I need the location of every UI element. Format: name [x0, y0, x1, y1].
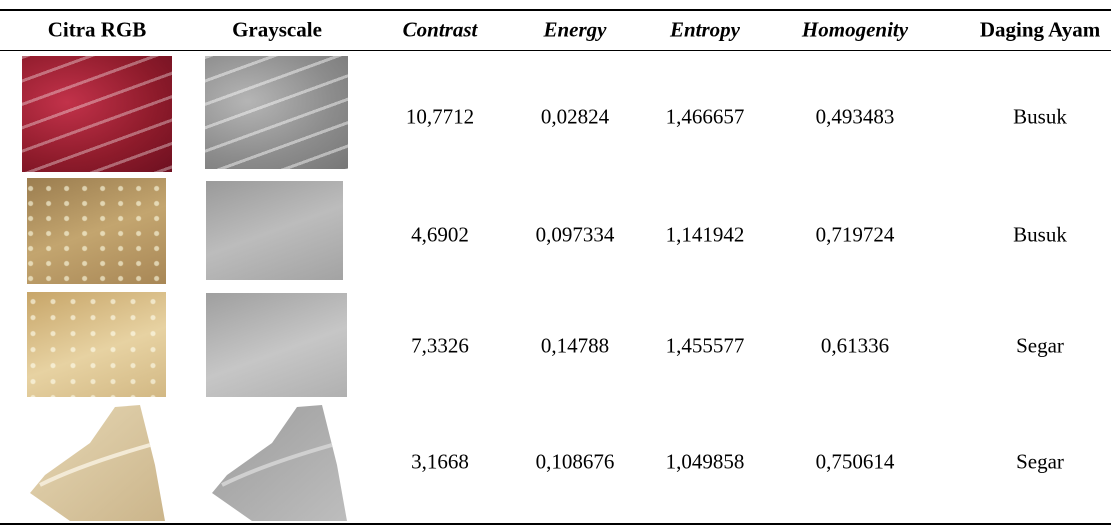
table-cell: 0,14788: [541, 334, 609, 359]
column-header: Citra RGB: [48, 18, 147, 43]
table-cell: 1,141942: [666, 223, 745, 248]
rgb-image: [27, 292, 166, 397]
rgb-image: [27, 178, 166, 284]
table-cell: 4,6902: [411, 223, 469, 248]
bottom-rule: [0, 523, 1111, 525]
table-cell: 3,1668: [411, 450, 469, 475]
top-rule: [0, 9, 1111, 11]
grayscale-image: [205, 56, 348, 169]
column-header: Entropy: [670, 18, 740, 43]
table-cell: 0,719724: [816, 223, 895, 248]
grayscale-image: [212, 405, 352, 523]
table-cell: 1,455577: [666, 334, 745, 359]
table-cell: 0,108676: [536, 450, 615, 475]
column-header: Contrast: [403, 18, 478, 43]
rgb-image: [22, 56, 172, 172]
table-cell: 7,3326: [411, 334, 469, 359]
table-cell: 0,493483: [816, 105, 895, 130]
column-header: Grayscale: [232, 18, 322, 43]
grayscale-image: [206, 181, 343, 280]
rgb-image: [30, 405, 170, 523]
table-cell: Segar: [1016, 450, 1064, 475]
table-cell: 1,466657: [666, 105, 745, 130]
column-header: Homogenity: [802, 18, 908, 43]
table-cell: Busuk: [1013, 223, 1067, 248]
grayscale-image: [206, 293, 347, 397]
header-rule: [0, 50, 1111, 51]
table-cell: Segar: [1016, 334, 1064, 359]
table-page: Citra RGB Grayscale Contrast Energy Entropy H…: [0, 0, 1111, 526]
table-cell: 1,049858: [666, 450, 745, 475]
table-cell: 0,750614: [816, 450, 895, 475]
table-cell: 0,097334: [536, 223, 615, 248]
table-cell: Busuk: [1013, 105, 1067, 130]
table-cell: 0,61336: [821, 334, 889, 359]
column-header: Energy: [544, 18, 607, 43]
table-cell: 0,02824: [541, 105, 609, 130]
column-header: Daging Ayam: [980, 18, 1100, 43]
table-cell: 10,7712: [406, 105, 474, 130]
